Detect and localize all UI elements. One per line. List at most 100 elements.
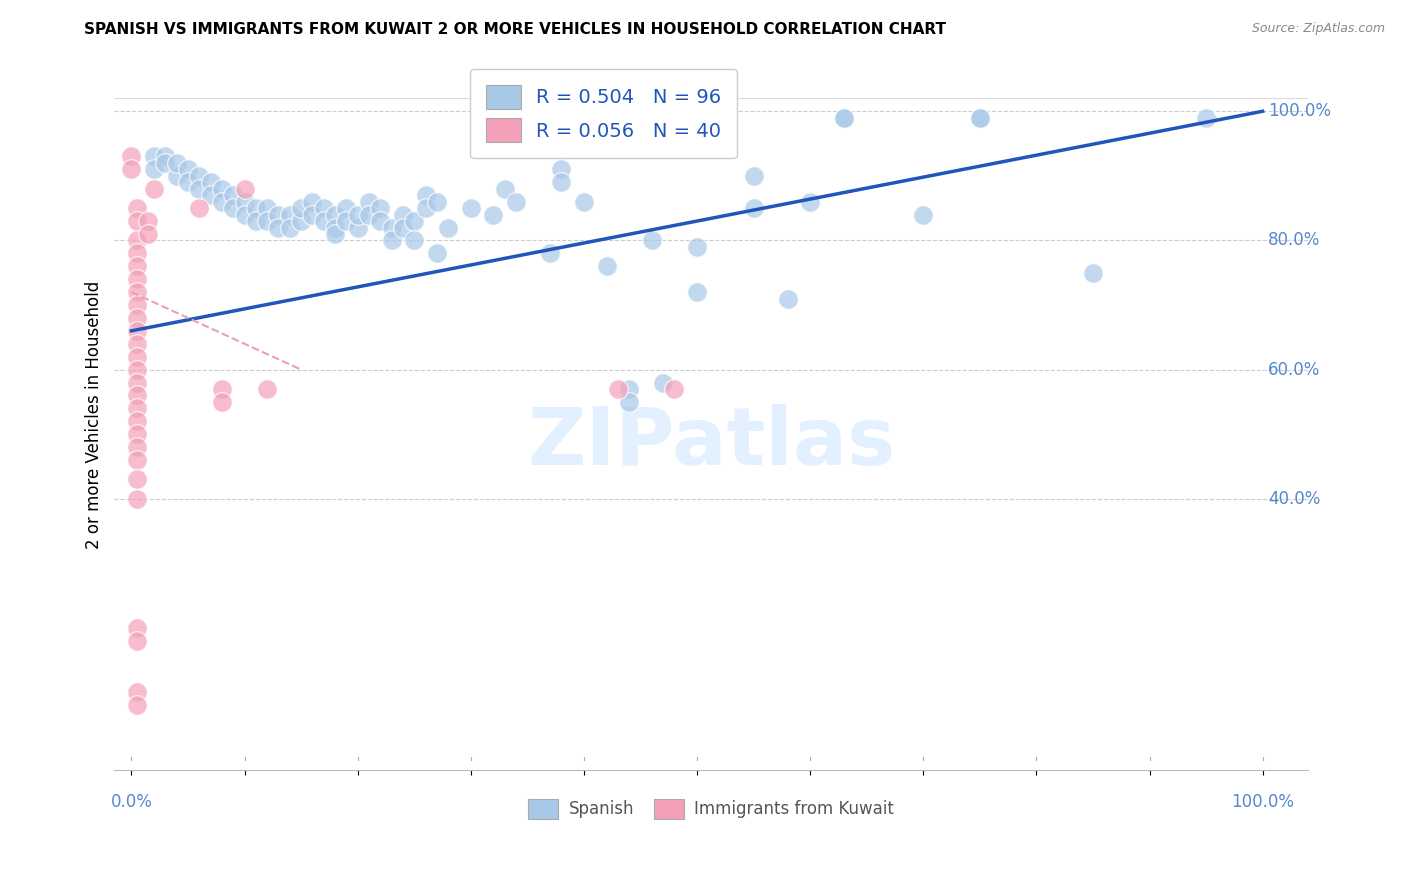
- Point: [125, 427, 148, 442]
- Point: [125, 336, 148, 351]
- Point: [256, 214, 278, 228]
- Text: 0.0%: 0.0%: [111, 793, 152, 811]
- Point: [312, 201, 335, 215]
- Point: [138, 227, 160, 241]
- Point: [125, 633, 148, 648]
- Point: [155, 156, 177, 170]
- Point: [125, 214, 148, 228]
- Point: [233, 182, 256, 196]
- Point: [368, 201, 391, 215]
- Point: [233, 208, 256, 222]
- Point: [323, 227, 346, 241]
- Point: [381, 220, 404, 235]
- Point: [125, 310, 148, 325]
- Point: [471, 111, 494, 125]
- Point: [290, 201, 312, 215]
- Point: [245, 214, 267, 228]
- Point: [211, 395, 233, 409]
- Point: [125, 362, 148, 376]
- Point: [832, 111, 855, 125]
- Point: [155, 149, 177, 163]
- Text: 100.0%: 100.0%: [1232, 793, 1294, 811]
- Point: [437, 220, 460, 235]
- Point: [312, 214, 335, 228]
- Point: [641, 234, 664, 248]
- Point: [471, 111, 494, 125]
- Point: [516, 111, 538, 125]
- Text: SPANISH VS IMMIGRANTS FROM KUWAIT 2 OR MORE VEHICLES IN HOUSEHOLD CORRELATION CH: SPANISH VS IMMIGRANTS FROM KUWAIT 2 OR M…: [84, 22, 946, 37]
- Point: [188, 169, 211, 183]
- Point: [120, 162, 142, 177]
- Point: [415, 188, 437, 202]
- Point: [404, 214, 426, 228]
- Point: [177, 175, 200, 189]
- Point: [460, 201, 482, 215]
- Point: [290, 214, 312, 228]
- Point: [125, 698, 148, 713]
- Point: [233, 194, 256, 209]
- Point: [572, 194, 595, 209]
- Point: [278, 208, 301, 222]
- Text: ZIPatlas: ZIPatlas: [527, 404, 896, 483]
- Point: [211, 382, 233, 396]
- Point: [323, 220, 346, 235]
- Point: [125, 272, 148, 286]
- Point: [912, 208, 935, 222]
- Point: [550, 175, 572, 189]
- Point: [125, 453, 148, 467]
- Point: [125, 388, 148, 402]
- Point: [357, 208, 380, 222]
- Point: [256, 382, 278, 396]
- Point: [652, 376, 675, 390]
- Point: [335, 214, 357, 228]
- Point: [368, 214, 391, 228]
- Point: [166, 156, 188, 170]
- Point: [664, 382, 686, 396]
- Point: [211, 182, 233, 196]
- Point: [138, 214, 160, 228]
- Point: [392, 220, 415, 235]
- Point: [125, 376, 148, 390]
- Point: [404, 234, 426, 248]
- Point: [1081, 266, 1104, 280]
- Text: 60.0%: 60.0%: [1268, 360, 1320, 378]
- Text: 80.0%: 80.0%: [1268, 231, 1320, 250]
- Point: [267, 220, 290, 235]
- Point: [125, 401, 148, 416]
- Point: [267, 208, 290, 222]
- Point: [969, 111, 991, 125]
- Point: [346, 220, 368, 235]
- Text: 40.0%: 40.0%: [1268, 490, 1320, 508]
- Point: [125, 414, 148, 428]
- Point: [516, 111, 538, 125]
- Point: [686, 285, 709, 299]
- Point: [346, 208, 368, 222]
- Point: [505, 194, 527, 209]
- Point: [200, 175, 222, 189]
- Point: [742, 169, 765, 183]
- Point: [832, 111, 855, 125]
- Point: [125, 259, 148, 273]
- Point: [742, 201, 765, 215]
- Point: [125, 440, 148, 454]
- Text: Source: ZipAtlas.com: Source: ZipAtlas.com: [1251, 22, 1385, 36]
- Point: [617, 395, 640, 409]
- Point: [125, 685, 148, 699]
- Point: [222, 201, 245, 215]
- Legend: Spanish, Immigrants from Kuwait: Spanish, Immigrants from Kuwait: [522, 792, 900, 826]
- Point: [426, 194, 449, 209]
- Point: [381, 234, 404, 248]
- Point: [125, 246, 148, 260]
- Point: [125, 491, 148, 506]
- Point: [278, 220, 301, 235]
- Point: [617, 382, 640, 396]
- Point: [799, 194, 821, 209]
- Point: [188, 201, 211, 215]
- Text: 100.0%: 100.0%: [1268, 103, 1331, 120]
- Point: [143, 182, 166, 196]
- Point: [188, 182, 211, 196]
- Point: [143, 162, 166, 177]
- Point: [471, 117, 494, 131]
- Point: [125, 472, 148, 486]
- Point: [245, 201, 267, 215]
